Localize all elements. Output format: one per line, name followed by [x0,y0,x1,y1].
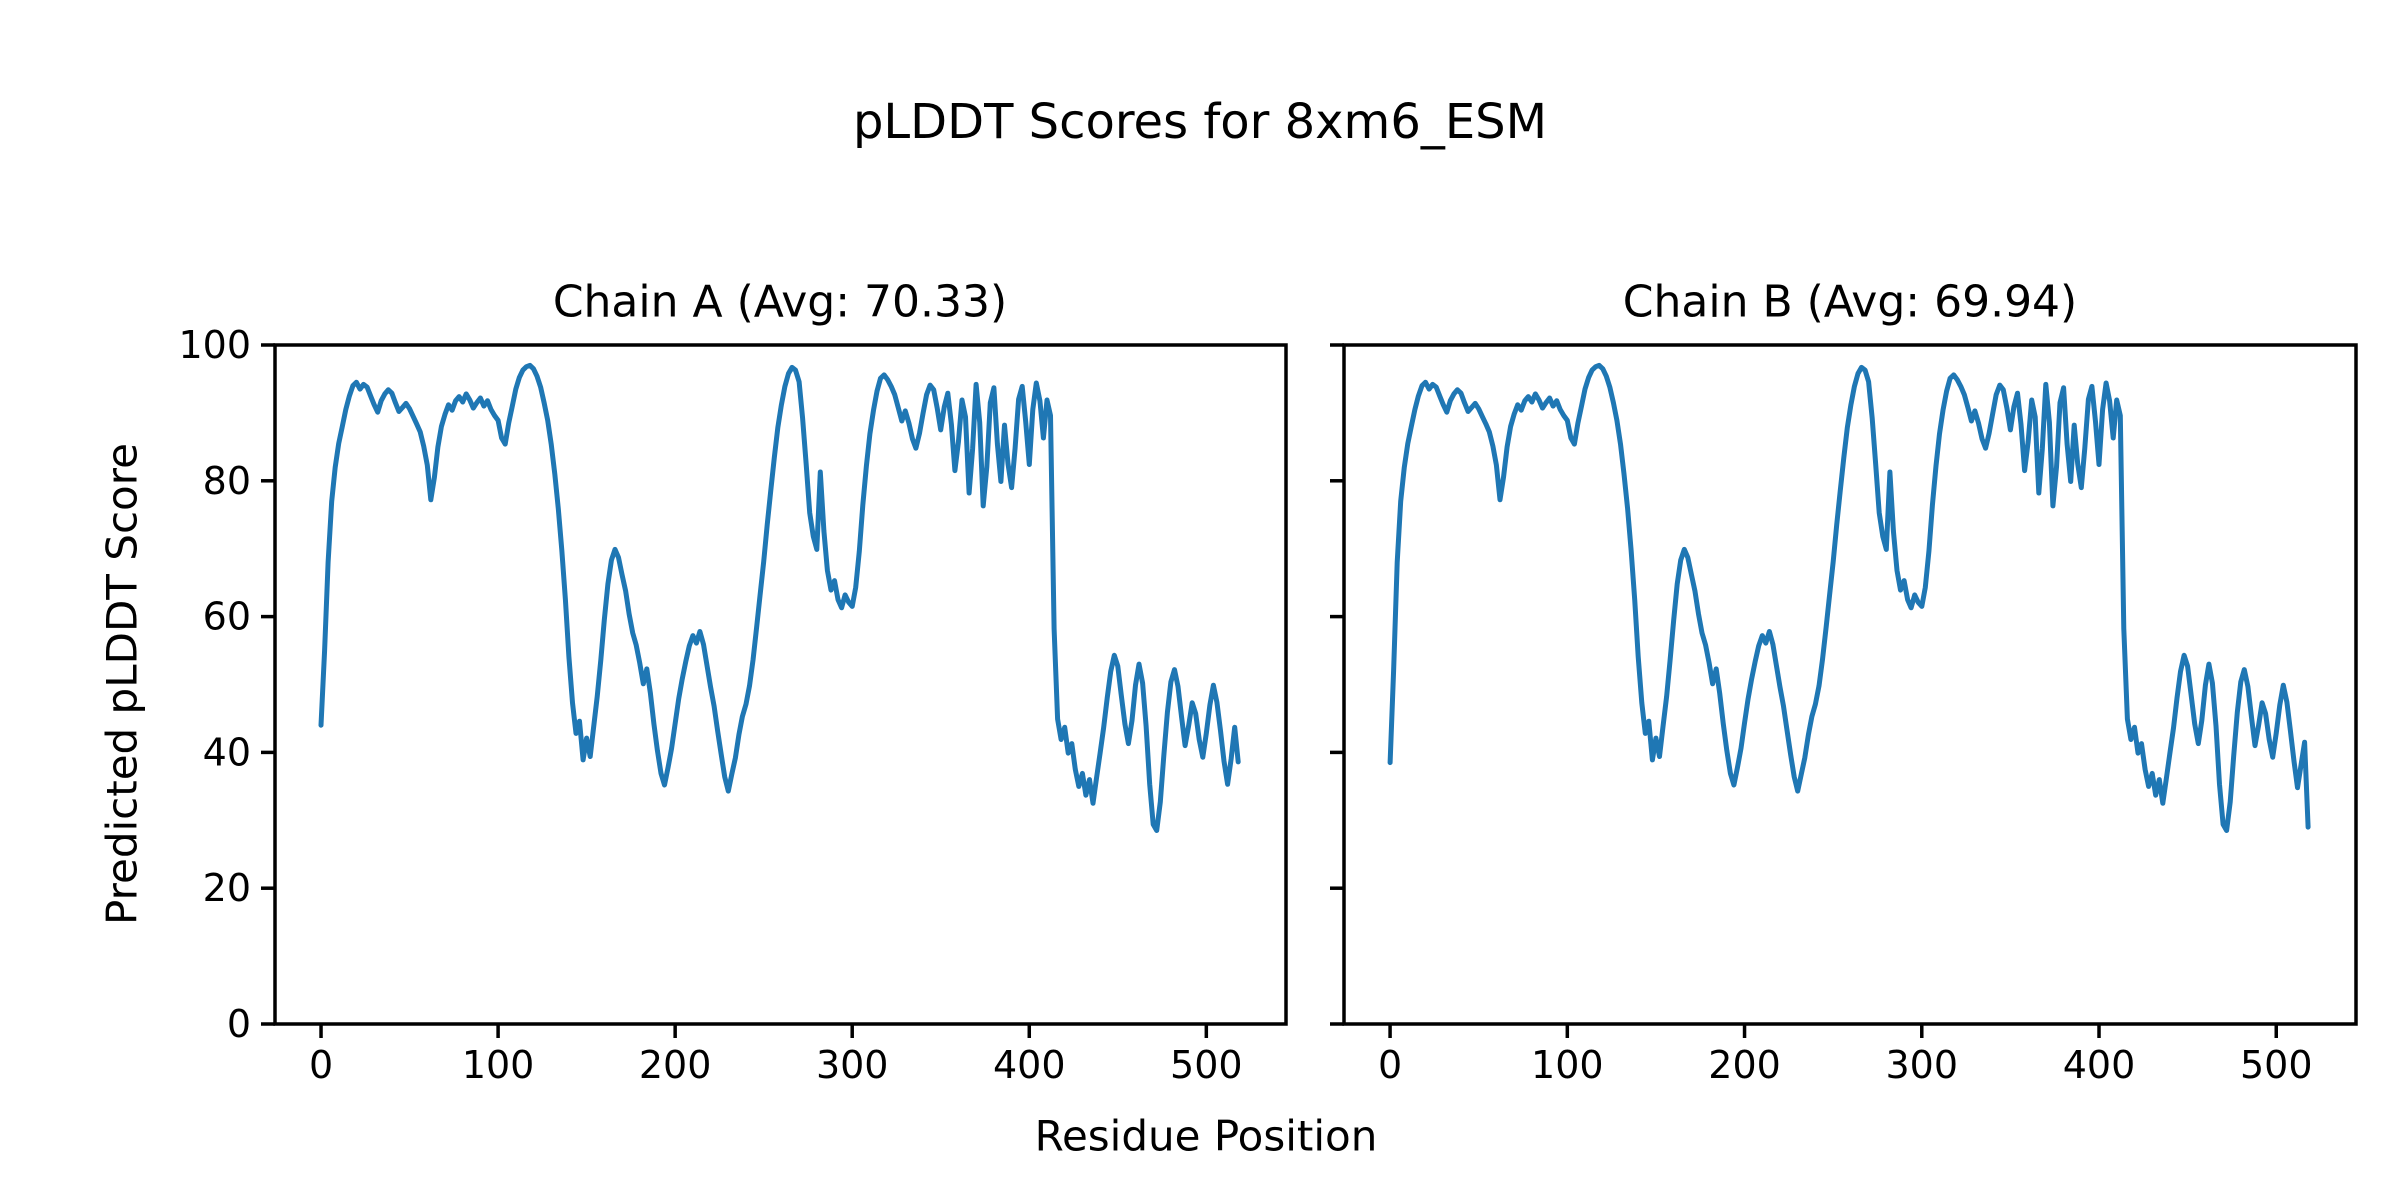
chain-a-y-tick-label: 0 [227,1002,251,1046]
chain-a-plddt-line [318,362,1241,833]
chain-b-axes-frame [1342,343,2358,1026]
chain-a-y-tick-label: 60 [203,595,251,639]
chain-a-x-tick-label: 400 [993,1043,1066,1087]
chain-b-x-tick-label: 400 [2063,1043,2136,1087]
chain-a-x-tick-label: 100 [462,1043,535,1087]
chain-b-x-tick-label: 100 [1531,1043,1604,1087]
x-axis-label: Residue Position [1034,1111,1378,1161]
chain-b-plddt-line [1387,362,2311,833]
chain-b-x-tick-label: 0 [1378,1043,1402,1087]
chain-a-x-tick-label: 500 [1170,1043,1243,1087]
chain-b-title: Chain B (Avg: 69.94) [1622,276,2078,328]
chain-a-x-tick-label: 300 [816,1043,889,1087]
chain-a-y-tick-label: 20 [203,866,251,910]
chain-b-x-tick-label: 200 [1708,1043,1781,1087]
chain-a-x-tick-label: 200 [639,1043,712,1087]
chain-b-x-tick-label: 500 [2240,1043,2313,1087]
chain-a-title: Chain A (Avg: 70.33) [552,276,1008,328]
chain-b-x-tick-label: 300 [1886,1043,1959,1087]
chain-a-x-tick-label: 0 [309,1043,333,1087]
chain-a-y-tick-label: 100 [178,323,251,367]
chain-a-axes-frame [273,343,1288,1026]
chain-a-y-tick-label: 40 [203,730,251,774]
figure-title: pLDDT Scores for 8xm6_ESM [852,94,1548,150]
chain-a-y-tick-label: 80 [203,459,251,503]
